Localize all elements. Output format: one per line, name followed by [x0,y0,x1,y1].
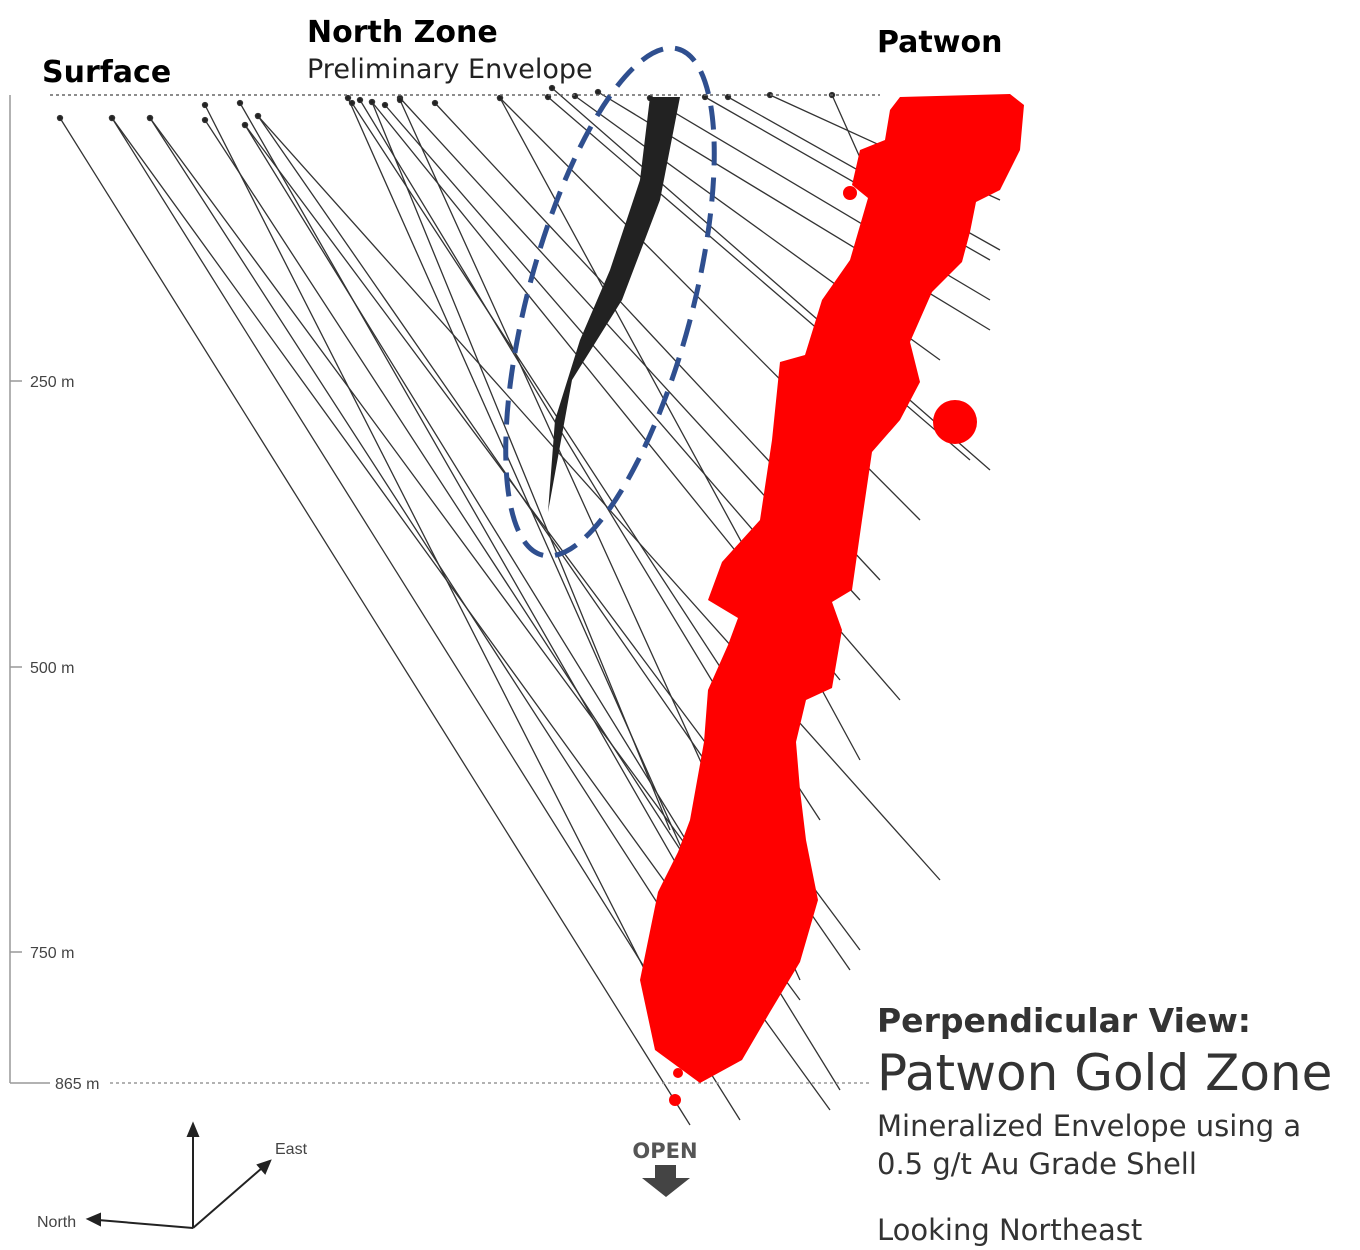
compass [85,1121,272,1229]
drill-hole [111,117,741,1121]
shell-blob [933,400,977,444]
drill-hole [239,102,761,1011]
collar [348,99,356,107]
collar [356,96,364,104]
north-zone-sub: Preliminary Envelope [307,54,593,85]
drill-hole [257,115,941,881]
collar [496,94,504,102]
collar [594,88,602,96]
depth-label: 750 m [30,945,74,962]
collar [56,114,64,122]
collar [431,99,439,107]
drill-hole [149,117,721,1001]
open-arrow [642,1165,690,1197]
open-label: OPEN [632,1139,697,1163]
collar [548,84,556,92]
shell-blob [669,1094,681,1106]
collar [201,116,209,124]
collar [381,101,389,109]
drill-hole [204,119,701,881]
caption-direction: Looking Northeast [877,1213,1142,1247]
collar [254,112,262,120]
patwon-label: Patwon [877,25,1002,60]
caption-line: 0.5 g/t Au Grade Shell [877,1147,1197,1181]
drill-hole [204,104,661,1001]
compass-north: North [37,1214,76,1231]
caption-view: Perpendicular View: [877,1001,1251,1040]
drill-hole [371,101,671,831]
collar [368,98,376,106]
shell-blob [843,186,857,200]
collar [344,94,352,102]
collar [236,99,244,107]
depth-ticks [10,380,50,1084]
depth-label: 865 m [55,1076,99,1093]
caption-title: Patwon Gold Zone [877,1044,1332,1102]
drill-hole [347,97,701,891]
collar [146,114,154,122]
shell-blob [673,1068,683,1078]
north-zone-envelope [548,97,680,512]
drill-hole [551,87,991,471]
gold-zone-shell [640,94,1024,1083]
north-zone-label: North Zone [307,15,498,50]
collar [396,96,404,104]
caption-line: Mineralized Envelope using a [877,1109,1301,1143]
surface-label: Surface [42,55,171,90]
collar [108,114,116,122]
collar [241,121,249,129]
collar [201,101,209,109]
north-zone-outline [503,45,717,559]
compass-east: East [275,1141,308,1158]
drill-hole [59,117,691,1126]
depth-label: 250 m [30,374,74,391]
depth-label: 500 m [30,660,74,677]
